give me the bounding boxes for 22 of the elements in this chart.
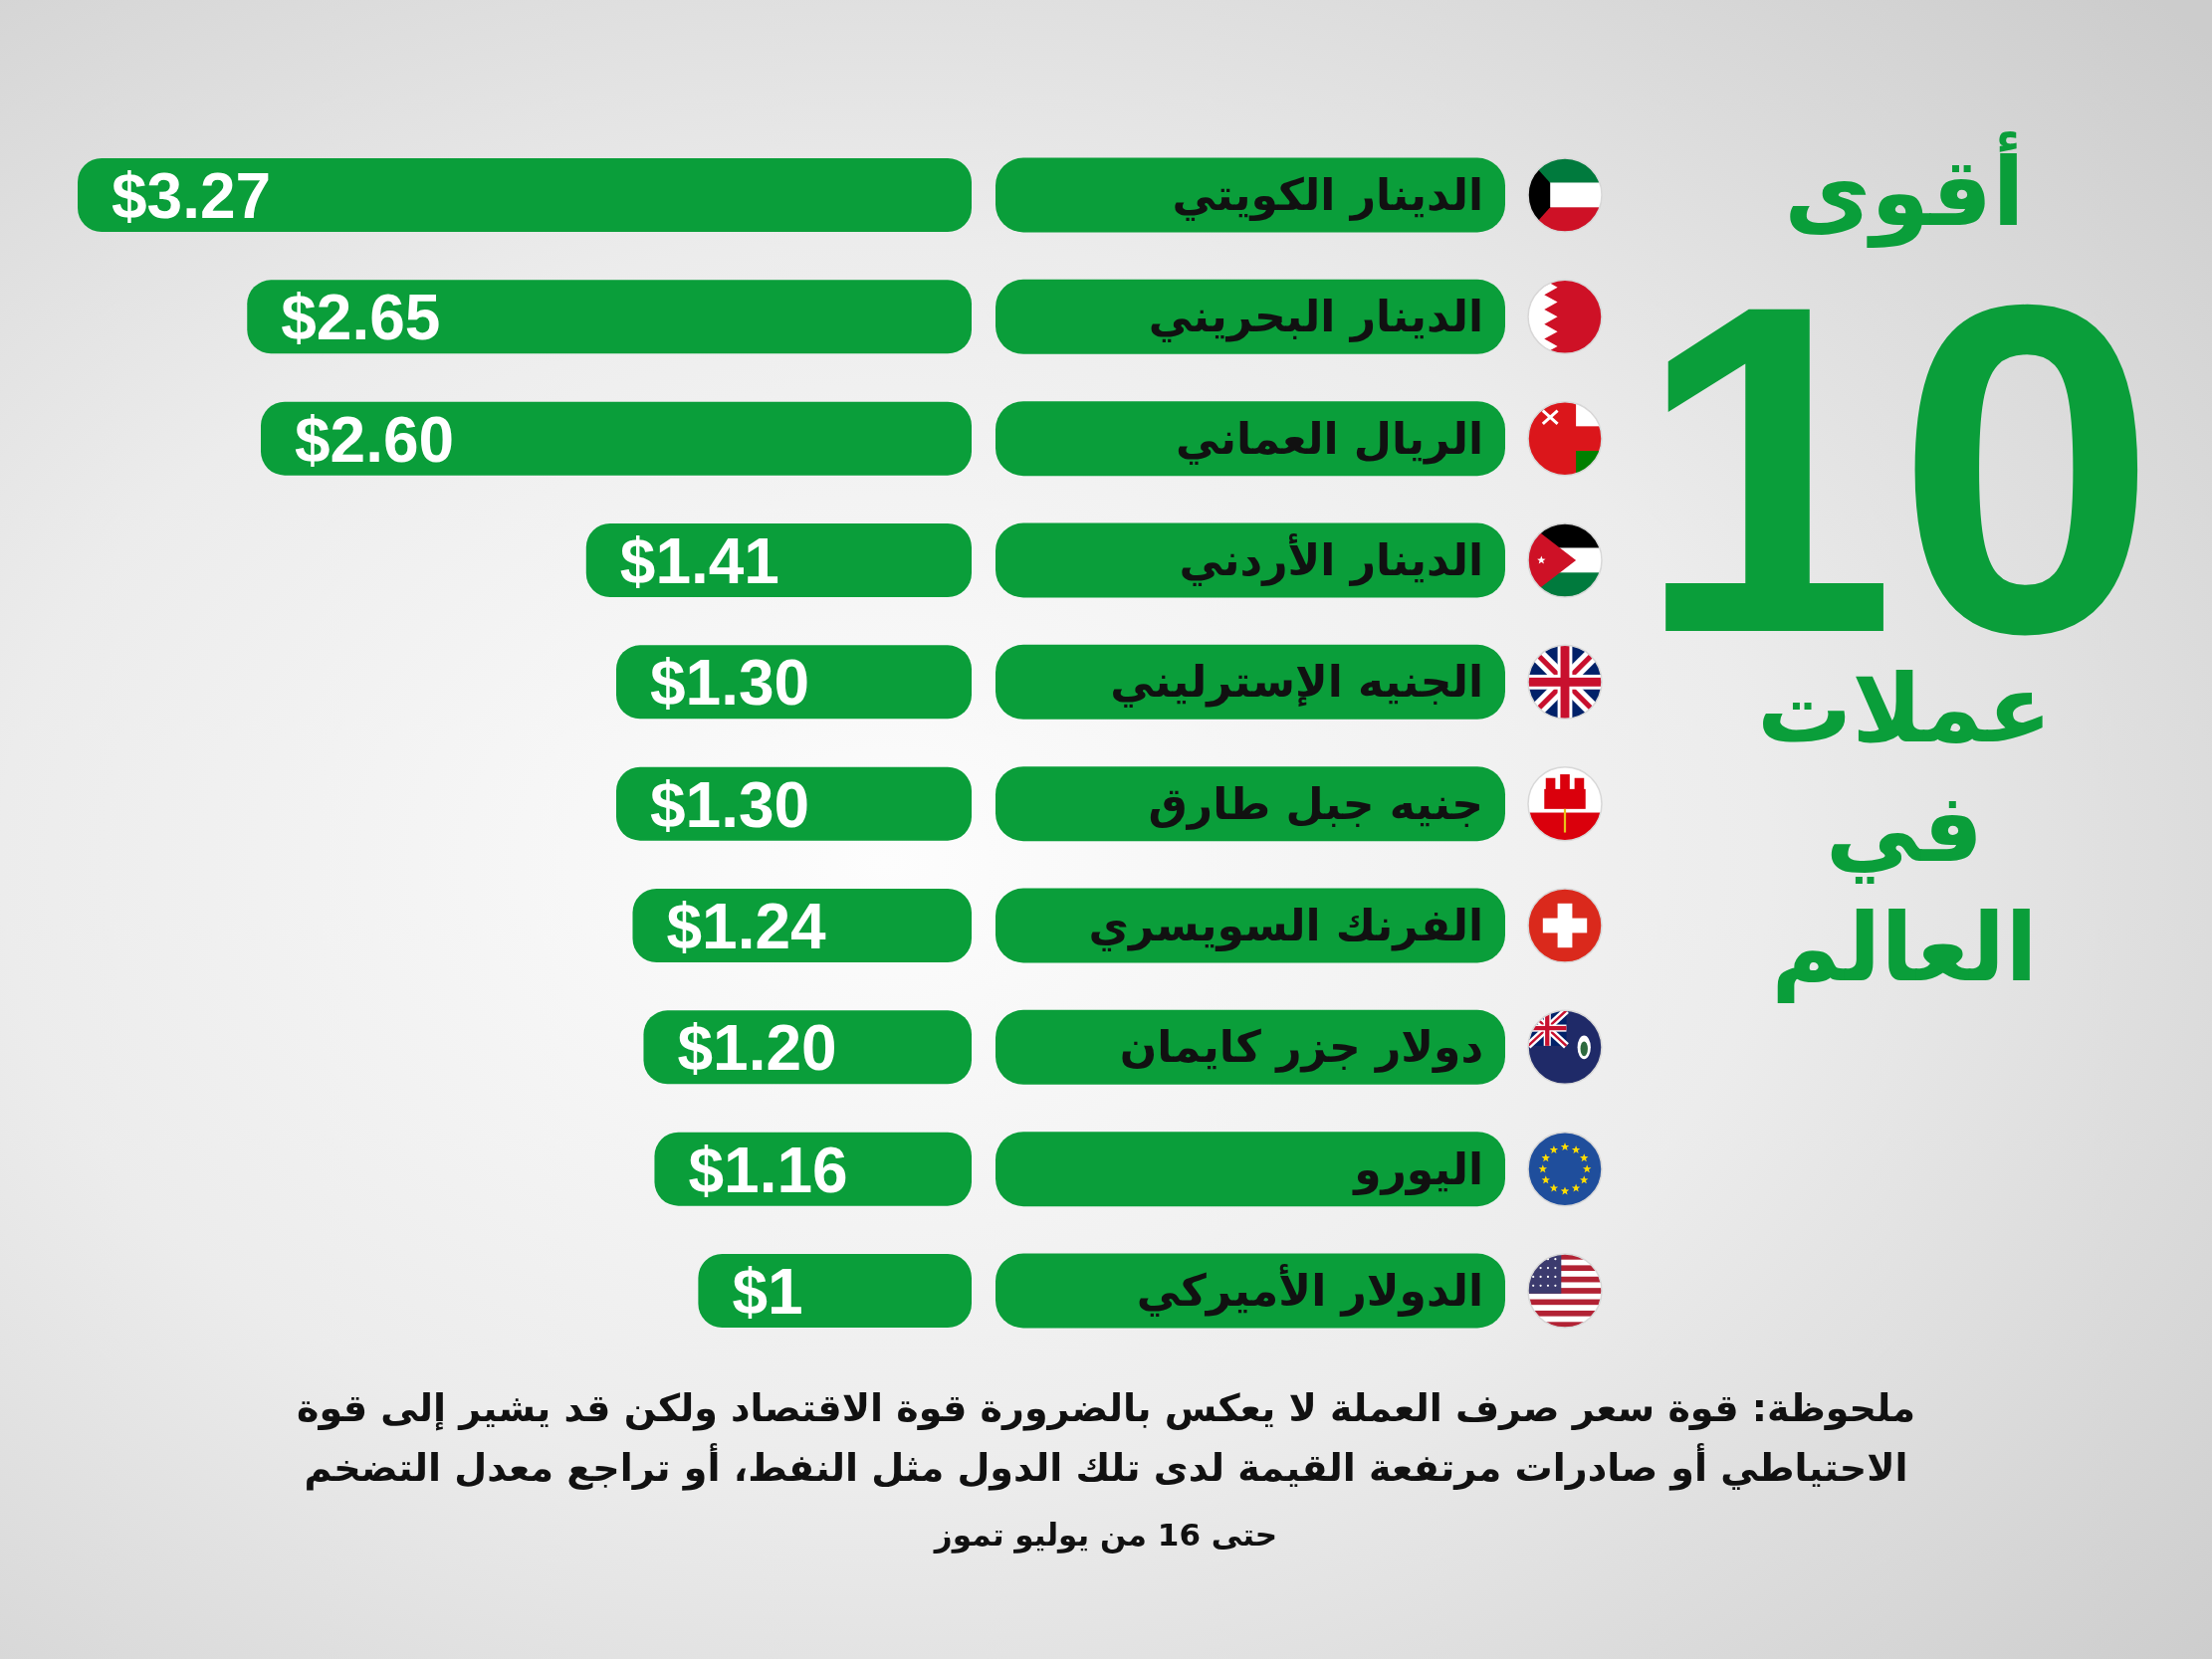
data-label: $2.60: [294, 403, 455, 476]
y-tick-label: الدينار الكويتي: [1172, 169, 1483, 221]
text: حتى 16 من يوليو تموز: [932, 1516, 1279, 1555]
data-label: $3.27: [111, 160, 272, 232]
y-tick-label: دولار جزر كايمان: [1119, 1021, 1483, 1074]
data-label: $1.41: [619, 525, 779, 597]
y-tick-label: الفرنك السويسري: [1088, 900, 1483, 951]
data-label: $1.16: [688, 1134, 848, 1206]
data-label: $1: [732, 1256, 803, 1328]
y-tick-label: الجنيه الإسترليني: [1110, 656, 1483, 709]
text: ملحوظة: قوة سعر صرف العملة لا يعكس بالضرورة قوة الاقتصاد ولكن قد يشير إلى قوة الاحتياطي أو صادرات مرتفعة القيمة لدى تلك الدول مثل النفط، أو تراجع معدل التضخم: [295, 1385, 1917, 1493]
data-label: $1.24: [666, 891, 827, 962]
y-tick-label: جنيه جبل طارق: [1148, 777, 1483, 830]
data-label: $2.65: [281, 282, 441, 354]
y-tick-label: الدينار الأردني: [1179, 533, 1483, 586]
data-label: $1.30: [650, 768, 810, 841]
y-tick-label: الريال العماني: [1175, 412, 1483, 465]
y-tick-label: اليورو: [1352, 1142, 1483, 1195]
y-tick-label: الدولار الأميركي: [1136, 1264, 1483, 1317]
data-label: $1.20: [677, 1012, 837, 1085]
data-label: $1.30: [650, 647, 810, 720]
y-tick-label: الدينار البحريني: [1148, 291, 1483, 343]
